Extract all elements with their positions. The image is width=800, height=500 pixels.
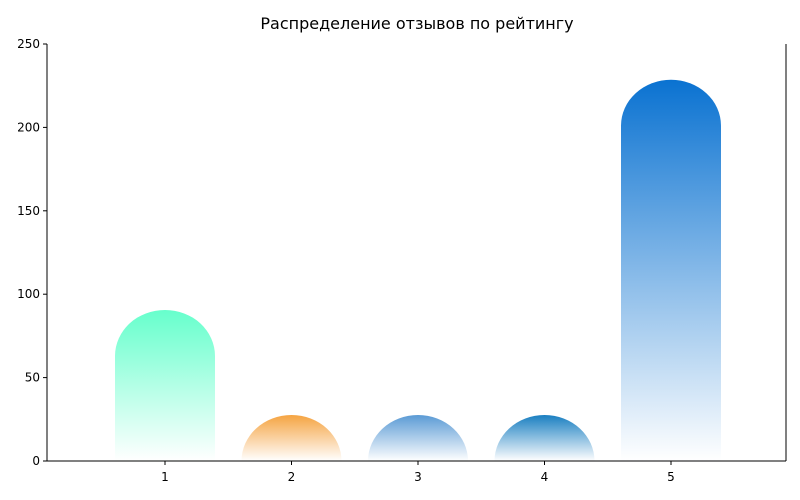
- y-ticks: 0 50 100 150 200 250: [17, 37, 47, 468]
- bar-rating-3: [368, 415, 468, 461]
- x-tick-label: 3: [414, 470, 422, 484]
- x-ticks: 1 2 3 4 5: [161, 461, 675, 484]
- x-tick-label: 4: [541, 470, 549, 484]
- bar-rating-2: [241, 415, 342, 461]
- x-tick-label: 1: [161, 470, 169, 484]
- bars-layer: [115, 79, 721, 462]
- y-tick-label: 0: [32, 454, 40, 468]
- bar-rating-5: [621, 79, 721, 462]
- bar-rating-1: [115, 309, 215, 461]
- y-tick-label: 200: [17, 120, 40, 134]
- bar-rating-4: [494, 415, 595, 461]
- y-tick-label: 250: [17, 37, 40, 51]
- chart-title: Распределение отзывов по рейтингу: [260, 14, 573, 33]
- y-tick-label: 50: [25, 371, 40, 385]
- axes-layer: [46, 44, 787, 462]
- y-tick-label: 100: [17, 287, 40, 301]
- x-tick-label: 2: [288, 470, 296, 484]
- y-tick-label: 150: [17, 204, 40, 218]
- x-tick-label: 5: [667, 470, 675, 484]
